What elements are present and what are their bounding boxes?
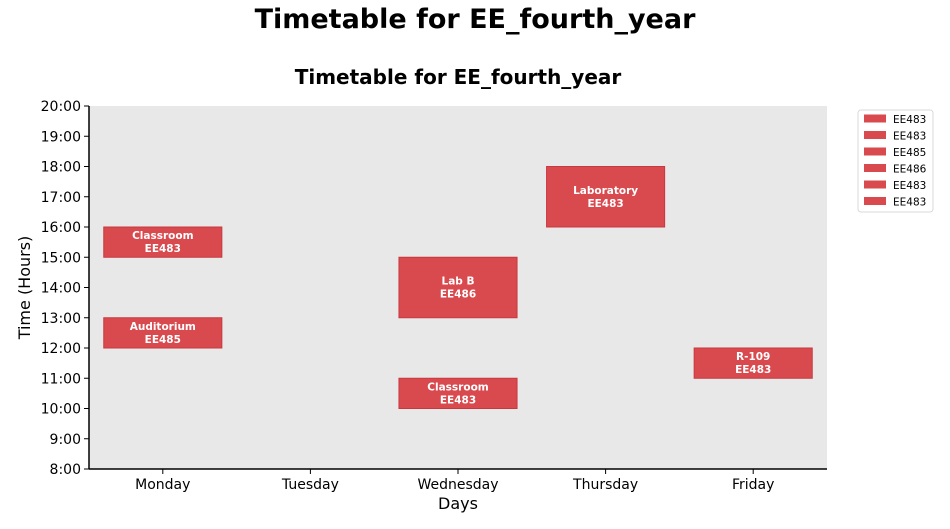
legend-swatch [864,131,886,139]
y-tick-label: 16:00 [41,220,81,236]
legend-entry: EE483 [893,114,926,126]
x-tick-label: Wednesday [417,477,498,493]
session-bar [398,377,518,409]
legend-entry: EE483 [893,180,926,192]
bars-layer: ClassroomEE483LaboratoryEE483AuditoriumE… [103,166,813,409]
legend-swatch [864,197,886,205]
y-tick-label: 10:00 [41,402,81,418]
legend-entry: EE483 [893,197,926,209]
y-tick-label: 8:00 [50,462,81,478]
session-room-label: Lab B [442,276,475,288]
session-room-label: Classroom [427,381,488,393]
y-tick-label: 12:00 [41,341,81,357]
session-course-label: EE485 [145,334,181,346]
x-tick-label: Friday [732,477,774,493]
x-axis-label: Days [438,494,478,513]
x-tick-label: Thursday [572,477,638,493]
y-tick-label: 9:00 [50,432,81,448]
session-bar [103,226,223,258]
legend: EE483 EE483 EE485 EE486 EE483 EE483 [857,109,934,213]
session-bar [693,347,813,379]
session-course-label: EE483 [587,198,623,210]
legend-entry: EE485 [893,147,926,159]
legend-swatch [864,114,886,123]
y-tick-label: 13:00 [41,311,81,327]
legend-entry: EE483 [893,131,926,143]
y-tick-label: 19:00 [41,129,81,145]
session-bar [546,166,666,228]
legend-swatch [864,180,886,189]
figure-title: Timetable for EE_fourth_year [254,4,696,35]
axes-title: Timetable for EE_fourth_year [295,65,622,89]
session-room-label: Auditorium [130,321,196,333]
session-course-label: EE483 [735,364,771,376]
y-tick-label: 15:00 [41,250,81,266]
session-room-label: R-109 [736,351,770,363]
session-room-label: Laboratory [573,185,638,197]
y-tick-label: 20:00 [41,99,81,115]
session-course-label: EE483 [440,394,476,406]
y-tick-label: 17:00 [41,190,81,206]
y-tick-label: 18:00 [41,160,81,176]
session-course-label: EE483 [145,243,181,255]
y-tick-label: 14:00 [41,281,81,297]
session-bar [398,256,518,319]
x-tick-label: Tuesday [281,477,339,493]
legend-swatch [864,147,886,156]
x-tick-label: Monday [135,477,190,493]
y-tick-label: 11:00 [41,371,81,387]
session-room-label: Classroom [132,230,193,242]
session-bar [103,317,223,349]
legend-swatch [864,164,886,172]
session-course-label: EE486 [440,289,476,301]
legend-entry: EE486 [893,164,927,176]
axes-layer: 8:00 9:00 10:00 11:00 12:00 13:00 14:00 15:00 16… [41,99,827,493]
y-axis-label: Time (Hours) [15,236,34,341]
